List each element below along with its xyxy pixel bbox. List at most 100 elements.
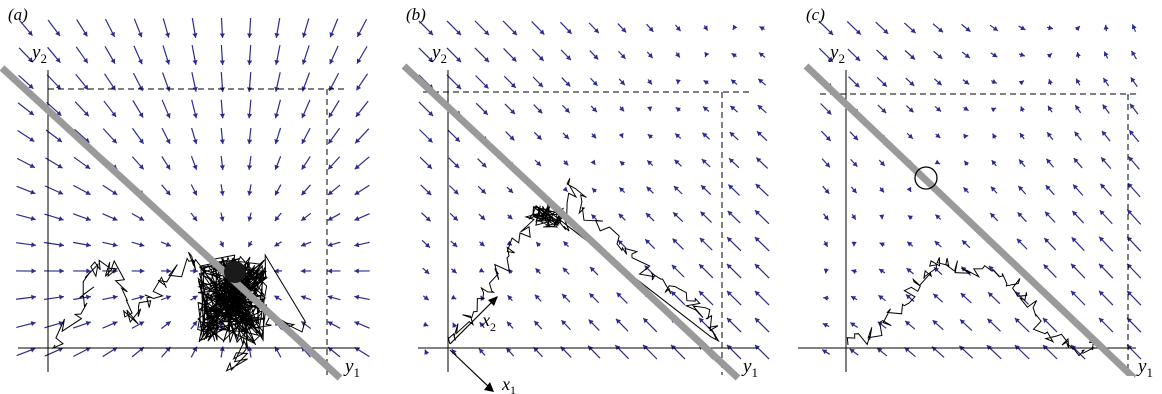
y1-label: y1 xyxy=(1136,356,1153,380)
field-arrowhead xyxy=(1103,24,1109,30)
field-arrowhead xyxy=(1075,51,1081,57)
field-arrowhead xyxy=(588,319,594,325)
field-arrowhead xyxy=(990,213,996,219)
field-arrowhead xyxy=(1099,236,1105,242)
field-arrowhead xyxy=(731,53,737,59)
field-arrowhead xyxy=(1099,290,1105,296)
field-arrowhead xyxy=(535,160,542,166)
field-arrowhead xyxy=(754,210,761,216)
field-arrowhead xyxy=(27,57,33,63)
field-arrowhead xyxy=(219,113,225,119)
field-arrowhead xyxy=(57,347,64,353)
field-arrowhead xyxy=(935,106,942,112)
field-arrowhead xyxy=(754,237,760,243)
field-arrowhead xyxy=(274,113,280,119)
field-arrowhead xyxy=(730,79,737,85)
field-arrowhead xyxy=(511,30,518,36)
field-arrowhead xyxy=(905,320,911,326)
field-arrowhead xyxy=(274,190,280,196)
field-arrowhead xyxy=(934,159,940,165)
field-arrowhead xyxy=(590,266,596,272)
field-arrowhead xyxy=(1048,25,1054,31)
field-arrowhead xyxy=(881,108,887,114)
field-arrowhead xyxy=(423,295,429,301)
field-arrowhead xyxy=(1015,291,1021,297)
field-arrowhead xyxy=(86,268,91,274)
field-arrowhead xyxy=(428,111,434,117)
field-arrowhead xyxy=(451,294,457,300)
field-arrowhead xyxy=(825,135,831,141)
field-arrowhead xyxy=(615,318,621,324)
field-arrowhead xyxy=(619,187,625,193)
y1-label: y1 xyxy=(343,356,360,380)
field-arrowhead xyxy=(827,56,833,62)
field-arrowhead xyxy=(327,321,333,327)
field-arrowhead xyxy=(1074,26,1080,32)
field-arrowhead xyxy=(354,321,360,326)
field-arrowhead xyxy=(453,189,459,195)
field-arrowhead xyxy=(1047,132,1052,138)
field-arrowhead xyxy=(428,30,434,36)
field-arrowhead xyxy=(478,267,485,273)
field-arrowhead xyxy=(855,55,861,61)
field-arrowhead xyxy=(964,53,970,58)
field-arrowhead xyxy=(703,25,708,31)
field-arrowhead xyxy=(328,164,334,170)
field-arrowhead xyxy=(670,344,676,350)
x1-arrowhead xyxy=(484,382,494,392)
panel-c-svg: (c) y2 y1 xyxy=(798,5,1153,390)
field-arrowhead xyxy=(703,80,709,86)
field-arrowhead xyxy=(1020,25,1026,30)
field-arrowhead xyxy=(1075,105,1080,111)
field-arrowhead xyxy=(139,268,145,274)
field-arrowhead xyxy=(192,113,198,119)
field-arrowhead xyxy=(55,84,61,90)
field-arrowhead xyxy=(565,55,571,61)
field-arrowhead xyxy=(700,211,706,217)
field-arrowhead xyxy=(247,190,253,196)
field-arrowhead xyxy=(727,237,733,243)
field-arrowhead xyxy=(536,241,542,248)
field-arrowhead xyxy=(165,164,171,170)
panel-label: (a) xyxy=(8,5,28,24)
field-arrowhead xyxy=(1076,78,1081,84)
field-arrowhead xyxy=(699,237,705,243)
field-arrowhead xyxy=(274,241,280,247)
field-arrowhead xyxy=(451,268,457,274)
vector-field-a xyxy=(15,17,370,358)
field-arrowhead xyxy=(758,78,764,84)
field-arrowhead xyxy=(647,134,653,140)
field-arrowhead xyxy=(1073,184,1079,190)
field-arrowhead xyxy=(426,190,432,196)
field-arrowhead xyxy=(84,164,91,169)
field-arrowhead xyxy=(729,158,735,164)
field-arrowhead xyxy=(1071,263,1077,269)
field-arrowhead xyxy=(247,60,253,65)
field-arrowhead xyxy=(908,107,914,113)
field-arrowhead xyxy=(138,164,144,170)
field-arrowhead xyxy=(138,85,143,91)
panel-label: (c) xyxy=(806,5,825,24)
field-arrowhead xyxy=(300,241,307,247)
field-arrowhead xyxy=(328,138,334,144)
field-arrowhead xyxy=(31,268,36,274)
field-arrowhead xyxy=(30,347,36,353)
field-arrowhead xyxy=(328,190,334,195)
field-arrowhead xyxy=(759,26,765,32)
field-arrowhead xyxy=(937,53,943,59)
field-arrowhead xyxy=(165,190,171,196)
field-arrowhead xyxy=(855,29,861,35)
field-arrowhead xyxy=(164,32,170,38)
field-arrowhead xyxy=(85,242,91,248)
field-arrowhead xyxy=(59,268,64,274)
field-arrowhead xyxy=(934,240,940,246)
field-arrowhead xyxy=(426,163,432,169)
field-arrowhead xyxy=(963,106,969,111)
field-arrowhead xyxy=(671,291,677,297)
field-arrowhead xyxy=(424,242,430,248)
field-arrowhead xyxy=(138,321,145,327)
field-arrowhead xyxy=(165,59,171,65)
y1-label: y1 xyxy=(741,356,758,380)
slow-manifold xyxy=(401,63,741,381)
field-arrowhead xyxy=(452,241,458,247)
